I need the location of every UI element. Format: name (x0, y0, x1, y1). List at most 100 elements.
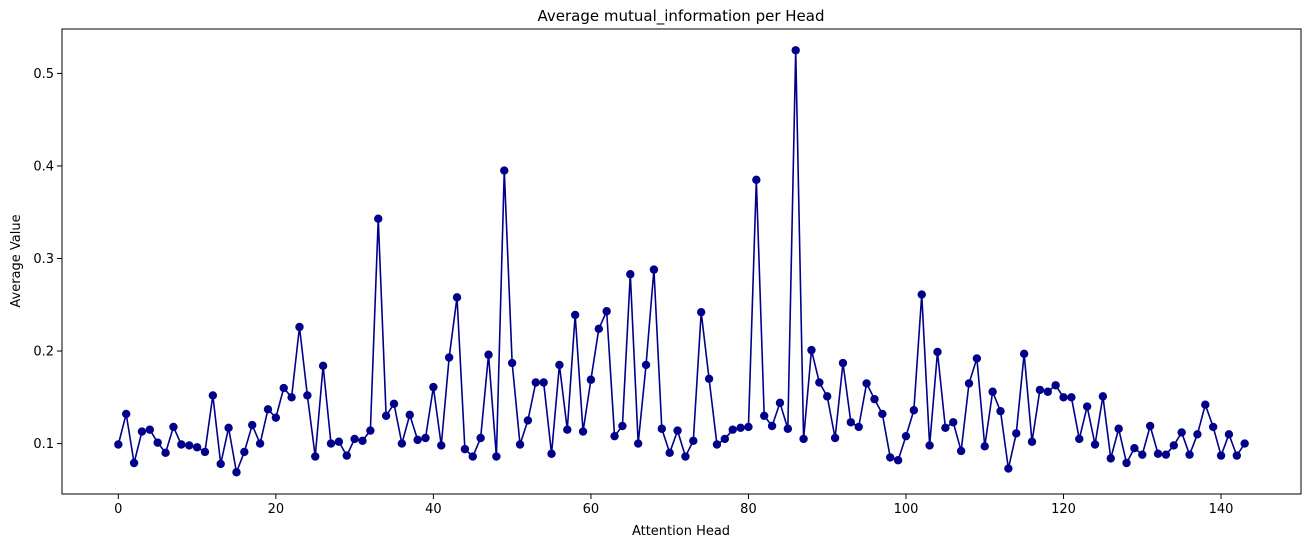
data-point (429, 382, 438, 392)
data-point (476, 433, 485, 443)
data-point (389, 399, 399, 408)
data-point (1035, 385, 1045, 395)
data-point (374, 214, 383, 223)
data-point (366, 426, 375, 435)
data-point (618, 421, 627, 431)
data-point (909, 406, 919, 415)
y-tick-label: 0.1 (33, 437, 54, 452)
data-point (570, 310, 580, 320)
data-point (594, 324, 603, 334)
data-point (232, 468, 241, 477)
data-point (1193, 430, 1202, 439)
data-point (736, 423, 745, 433)
data-point (823, 392, 832, 401)
data-point (838, 358, 848, 368)
data-point (925, 441, 934, 450)
y-tick-label: 0.5 (33, 67, 54, 82)
data-point (633, 439, 643, 448)
data-point (145, 425, 155, 434)
x-tick-label: 40 (425, 502, 442, 517)
data-point (854, 422, 863, 432)
data-point (161, 448, 170, 458)
data-point (208, 391, 218, 400)
data-point (1169, 441, 1178, 450)
data-point (350, 434, 359, 444)
data-point (468, 452, 477, 461)
data-point (326, 439, 336, 448)
data-point (870, 394, 879, 404)
data-point (523, 416, 533, 425)
data-point (681, 452, 690, 461)
data-point (673, 426, 682, 435)
data-point (728, 425, 737, 434)
data-point (334, 437, 344, 446)
data-point (1114, 424, 1123, 433)
data-point (1224, 430, 1234, 439)
data-point (192, 443, 202, 452)
data-point (988, 387, 997, 396)
data-point (279, 383, 288, 393)
series-layer (114, 46, 1249, 477)
data-point (460, 444, 470, 454)
data-point (539, 378, 548, 387)
data-point (996, 406, 1005, 416)
data-point (846, 418, 856, 427)
data-point (295, 322, 304, 332)
data-point (1161, 450, 1171, 459)
data-point (1067, 393, 1076, 402)
data-point (1138, 450, 1147, 459)
data-point (492, 452, 501, 461)
data-point (783, 424, 793, 433)
x-tick-label: 20 (268, 502, 285, 517)
data-point (1122, 458, 1131, 468)
data-point (153, 438, 162, 447)
data-point (815, 378, 824, 387)
data-point (917, 290, 926, 299)
data-point (129, 458, 139, 468)
data-point (657, 424, 667, 433)
data-point (531, 378, 540, 387)
data-point (200, 447, 210, 457)
data-point (185, 441, 194, 450)
data-point (1130, 443, 1139, 453)
x-tick-label: 0 (114, 502, 122, 517)
x-axis-label: Attention Head (632, 524, 730, 539)
data-point (381, 411, 391, 421)
data-point (1185, 450, 1194, 459)
data-point (752, 175, 761, 185)
data-point (972, 354, 982, 363)
data-point (421, 433, 430, 443)
data-point (941, 423, 950, 433)
data-point (886, 453, 895, 462)
data-point (626, 270, 635, 279)
data-point (484, 350, 493, 359)
data-point (878, 409, 887, 419)
data-point (224, 423, 233, 433)
data-point (862, 379, 871, 388)
data-point (121, 409, 131, 419)
data-point (712, 440, 722, 449)
data-point (547, 449, 556, 458)
data-point (1059, 393, 1068, 402)
data-point (602, 307, 611, 316)
data-point (507, 358, 517, 368)
data-point (318, 361, 328, 371)
y-tick-label: 0.3 (33, 252, 54, 267)
plot-area (62, 29, 1301, 494)
data-point (169, 422, 178, 432)
data-point (949, 418, 958, 427)
data-point (114, 440, 123, 449)
data-point (1208, 422, 1218, 432)
data-point (1177, 428, 1186, 437)
data-point (437, 441, 446, 450)
data-point (586, 375, 596, 384)
data-point (791, 46, 800, 55)
data-point (1153, 449, 1163, 458)
data-point (397, 439, 407, 448)
data-point (263, 405, 273, 414)
data-point (563, 425, 572, 434)
data-point (964, 379, 974, 388)
y-tick-label: 0.2 (33, 345, 54, 360)
data-point (1082, 402, 1092, 411)
